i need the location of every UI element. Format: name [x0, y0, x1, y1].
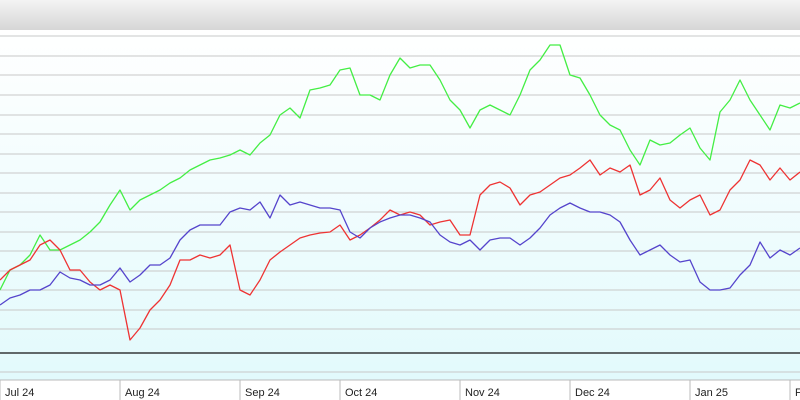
series-line: [0, 194, 800, 306]
x-tick-label: Aug 24: [125, 387, 160, 399]
grid: [0, 35, 800, 373]
header-bar: [0, 0, 800, 30]
x-tick-label: Dec 24: [575, 387, 610, 399]
x-axis-labels: Jul 24 Aug 24 Sep 24 Oct 24 Nov 24 Dec 24 Jan …: [0, 380, 800, 400]
lines: [0, 44, 800, 341]
x-tick-label: Nov 24: [465, 387, 500, 399]
x-tick-label: Jan 25: [695, 387, 728, 399]
x-tick-label: Feb 25: [795, 387, 800, 399]
x-tick-label: Sep 24: [245, 387, 280, 399]
series-line: [0, 44, 800, 291]
plot-area: [0, 30, 800, 380]
x-tick-label: Oct 24: [345, 387, 377, 399]
x-tick-label: Jul 24: [5, 387, 34, 399]
